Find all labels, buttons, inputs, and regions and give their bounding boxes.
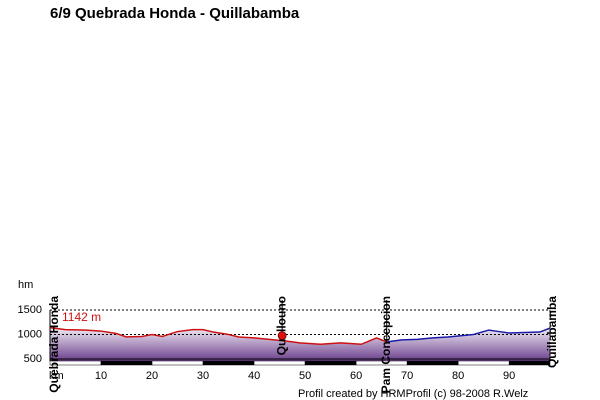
x-tick-label: 70 bbox=[401, 370, 413, 382]
profile-line bbox=[49, 326, 388, 346]
x-axis-label: km bbox=[49, 370, 64, 382]
y-tick-label: 500 bbox=[24, 353, 42, 365]
x-tick-label: 60 bbox=[350, 370, 362, 382]
profile-area bbox=[50, 327, 387, 361]
footer: Profil created by HRMProfil (c) 98-2008 … bbox=[298, 388, 528, 400]
scale-bar bbox=[151, 360, 204, 366]
x-tick-label: 80 bbox=[452, 370, 464, 382]
y-tick-label: 1000 bbox=[18, 328, 42, 340]
scale-bar bbox=[304, 360, 357, 366]
x-tick-label: 20 bbox=[146, 370, 158, 382]
poi-icon bbox=[277, 331, 287, 341]
scale-bar bbox=[406, 360, 459, 366]
y-axis-label: hm bbox=[18, 279, 33, 291]
scale-bar bbox=[202, 360, 255, 366]
chart-title: 6/9 Quebrada Honda - Quillabamba bbox=[50, 5, 300, 22]
scale-bar bbox=[100, 360, 153, 366]
scale-bar bbox=[508, 360, 551, 366]
annotation: 1142 m bbox=[62, 310, 101, 324]
x-tick-label: 10 bbox=[95, 370, 107, 382]
x-tick-label: 40 bbox=[248, 370, 260, 382]
profile-area bbox=[386, 328, 550, 361]
x-tick-label: 90 bbox=[503, 370, 515, 382]
place-label: Quellouno bbox=[274, 296, 288, 355]
scale-bar bbox=[253, 360, 306, 366]
scale-bar bbox=[457, 360, 510, 366]
place-label: Quebrada Honda bbox=[47, 296, 61, 393]
place-label: Quillabamba bbox=[545, 296, 559, 368]
x-tick-label: 50 bbox=[299, 370, 311, 382]
y-tick-label: 1500 bbox=[18, 304, 42, 316]
profile-line bbox=[386, 327, 551, 343]
x-tick-label: 30 bbox=[197, 370, 209, 382]
place-label: Pam Concepcion bbox=[379, 296, 393, 393]
